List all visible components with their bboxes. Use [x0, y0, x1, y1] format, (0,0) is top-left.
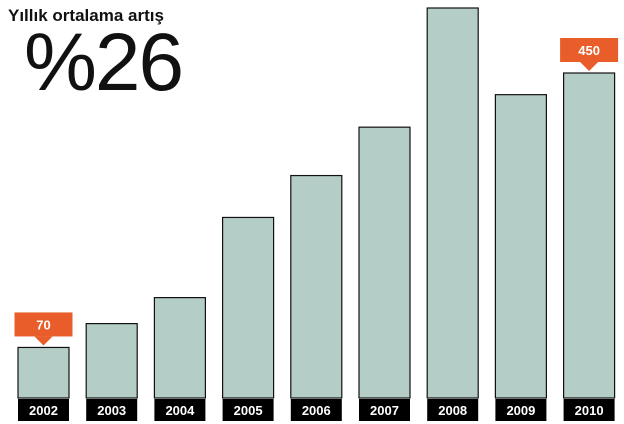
bar-2006 [290, 174, 343, 399]
year-label-bg-2008 [427, 399, 479, 421]
year-label-bg-2006 [290, 399, 342, 421]
year-label-2005: 2005 [234, 403, 263, 418]
average-growth-headline: %26 [24, 17, 184, 108]
bar-2005 [222, 216, 275, 399]
bar-2003 [85, 323, 138, 399]
year-label-bg-2003 [86, 399, 138, 421]
callout-pointer-2002 [34, 336, 53, 346]
bar-2004 [153, 297, 206, 399]
callout-box-2002 [14, 312, 73, 337]
callout-value-2010: 450 [578, 43, 600, 58]
year-label-2007: 2007 [370, 403, 399, 418]
year-label-bg-2005 [222, 399, 274, 421]
year-label-bg-2010 [563, 399, 615, 421]
bar-2010 [562, 72, 616, 399]
year-label-2006: 2006 [302, 403, 331, 418]
year-label-2003: 2003 [97, 403, 126, 418]
year-label-2004: 2004 [165, 403, 195, 418]
bar-2009 [494, 94, 547, 399]
year-label-bg-2002 [18, 399, 69, 421]
bar-2007 [358, 126, 411, 399]
bar-2002 [17, 346, 70, 399]
callout-pointer-2010 [580, 62, 599, 71]
year-label-bg-2004 [154, 399, 206, 421]
callout-box-2010 [560, 38, 619, 62]
year-label-2009: 2009 [506, 403, 535, 418]
bar-2008 [426, 7, 479, 399]
chart-subtitle: Yıllık ortalama artış [8, 6, 164, 25]
year-label-2010: 2010 [575, 403, 604, 418]
callout-value-2002: 70 [36, 317, 50, 332]
year-label-bg-2009 [495, 399, 547, 421]
year-label-bg-2007 [359, 399, 410, 421]
year-label-2002: 2002 [29, 403, 58, 418]
year-label-2008: 2008 [438, 403, 467, 418]
